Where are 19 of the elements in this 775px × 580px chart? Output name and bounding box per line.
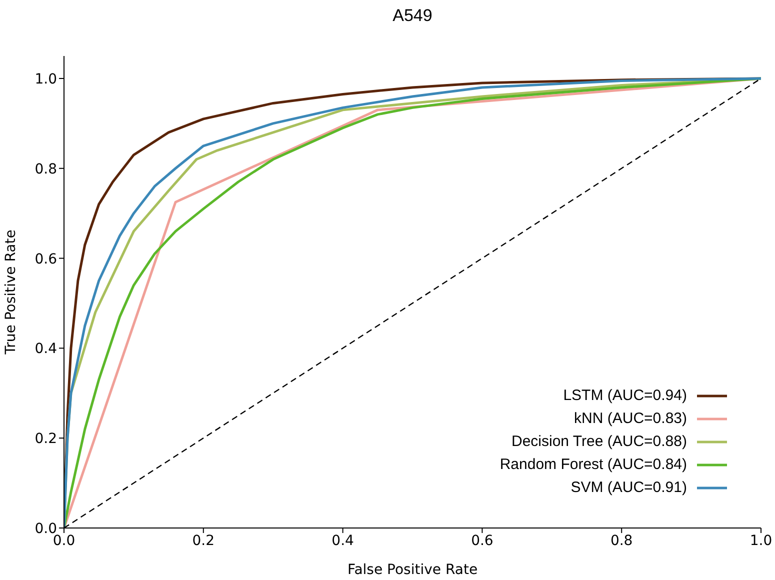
x-tick-label: 1.0	[750, 532, 772, 549]
y-tick-label: 0.2	[34, 431, 57, 448]
y-tick-label: 1.0	[34, 71, 57, 88]
legend-label: LSTM (AUC=0.94)	[563, 387, 687, 404]
legend-label: Random Forest (AUC=0.84)	[500, 456, 687, 473]
legend-label: Decision Tree (AUC=0.88)	[512, 433, 687, 450]
x-axis-title: False Positive Rate	[347, 562, 478, 578]
y-tick-label: 0.8	[34, 161, 57, 178]
chart-title: A549	[392, 6, 434, 26]
y-tick-label: 0.4	[34, 341, 58, 358]
x-tick-label: 0.6	[471, 532, 494, 549]
legend-label: kNN (AUC=0.83)	[574, 410, 687, 427]
x-tick-label: 0.4	[332, 532, 354, 549]
x-tick-label: 0.0	[52, 532, 76, 549]
x-tick-label: 0.2	[192, 532, 215, 549]
y-tick-label: 0.6	[34, 251, 58, 268]
x-tick-label: 0.8	[610, 532, 633, 549]
y-axis-title: True Positive Rate	[2, 230, 19, 356]
legend-label: SVM (AUC=0.91)	[570, 479, 687, 496]
